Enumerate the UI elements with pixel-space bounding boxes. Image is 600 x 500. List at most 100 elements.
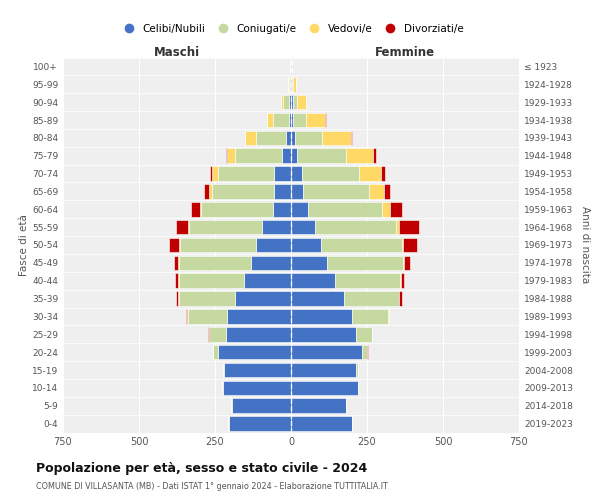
- Bar: [289, 112, 291, 128]
- Bar: [179, 256, 251, 270]
- Bar: [291, 274, 335, 288]
- Bar: [396, 220, 399, 234]
- Bar: [316, 220, 396, 234]
- Bar: [209, 184, 212, 198]
- Y-axis label: Anni di nascita: Anni di nascita: [580, 206, 590, 284]
- Bar: [291, 345, 362, 360]
- Bar: [291, 130, 295, 145]
- Bar: [291, 220, 316, 234]
- Bar: [293, 112, 305, 128]
- Bar: [173, 256, 178, 270]
- Bar: [227, 148, 235, 163]
- Bar: [293, 77, 296, 92]
- Bar: [176, 291, 178, 306]
- Bar: [291, 398, 346, 413]
- Bar: [223, 380, 291, 395]
- Bar: [226, 148, 227, 163]
- Bar: [293, 95, 297, 110]
- Bar: [202, 202, 273, 216]
- Bar: [289, 95, 291, 110]
- Bar: [325, 112, 326, 128]
- Bar: [281, 95, 283, 110]
- Bar: [256, 238, 291, 252]
- Bar: [179, 291, 235, 306]
- Bar: [188, 309, 227, 324]
- Bar: [205, 184, 209, 198]
- Bar: [291, 202, 308, 216]
- Bar: [291, 362, 356, 378]
- Bar: [368, 184, 384, 198]
- Bar: [384, 184, 390, 198]
- Bar: [291, 95, 293, 110]
- Bar: [286, 130, 291, 145]
- Bar: [176, 220, 188, 234]
- Bar: [362, 345, 367, 360]
- Bar: [291, 59, 292, 74]
- Bar: [401, 274, 404, 288]
- Bar: [291, 380, 358, 395]
- Bar: [404, 256, 410, 270]
- Bar: [291, 291, 344, 306]
- Bar: [291, 309, 352, 324]
- Bar: [274, 184, 291, 198]
- Bar: [328, 256, 403, 270]
- Bar: [356, 362, 358, 378]
- Bar: [305, 112, 325, 128]
- Text: Popolazione per età, sesso e stato civile - 2024: Popolazione per età, sesso e stato civil…: [36, 462, 367, 475]
- Bar: [218, 166, 274, 181]
- Bar: [291, 238, 322, 252]
- Bar: [244, 274, 291, 288]
- Bar: [289, 77, 290, 92]
- Bar: [229, 416, 291, 431]
- Bar: [382, 202, 390, 216]
- Bar: [373, 148, 376, 163]
- Bar: [273, 202, 291, 216]
- Bar: [322, 130, 351, 145]
- Bar: [390, 202, 402, 216]
- Bar: [367, 345, 368, 360]
- Bar: [212, 166, 218, 181]
- Bar: [291, 327, 356, 342]
- Bar: [291, 148, 297, 163]
- Bar: [227, 309, 291, 324]
- Y-axis label: Fasce di età: Fasce di età: [19, 214, 29, 276]
- Bar: [175, 274, 178, 288]
- Bar: [209, 166, 212, 181]
- Bar: [356, 327, 371, 342]
- Bar: [283, 95, 289, 110]
- Bar: [352, 309, 388, 324]
- Bar: [186, 309, 187, 324]
- Bar: [290, 59, 291, 74]
- Bar: [291, 77, 292, 92]
- Bar: [235, 291, 291, 306]
- Bar: [403, 238, 417, 252]
- Bar: [351, 130, 352, 145]
- Bar: [221, 380, 223, 395]
- Bar: [292, 77, 293, 92]
- Bar: [188, 220, 189, 234]
- Text: COMUNE DI VILLASANTA (MB) - Dati ISTAT 1° gennaio 2024 - Elaborazione TUTTITALIA: COMUNE DI VILLASANTA (MB) - Dati ISTAT 1…: [36, 482, 388, 491]
- Bar: [303, 184, 368, 198]
- Bar: [214, 345, 218, 360]
- Bar: [191, 202, 200, 216]
- Bar: [291, 256, 328, 270]
- Bar: [297, 148, 346, 163]
- Legend: Celibi/Nubili, Coniugati/e, Vedovi/e, Divorziati/e: Celibi/Nubili, Coniugati/e, Vedovi/e, Di…: [114, 20, 468, 38]
- Bar: [302, 166, 359, 181]
- Bar: [291, 166, 302, 181]
- Bar: [179, 238, 180, 252]
- Bar: [282, 148, 291, 163]
- Bar: [218, 345, 291, 360]
- Bar: [209, 327, 226, 342]
- Bar: [224, 362, 291, 378]
- Bar: [335, 274, 400, 288]
- Bar: [346, 148, 373, 163]
- Bar: [256, 130, 286, 145]
- Bar: [290, 77, 291, 92]
- Bar: [179, 274, 244, 288]
- Bar: [403, 256, 404, 270]
- Text: Femmine: Femmine: [375, 46, 435, 60]
- Bar: [180, 238, 256, 252]
- Bar: [169, 238, 179, 252]
- Bar: [251, 256, 291, 270]
